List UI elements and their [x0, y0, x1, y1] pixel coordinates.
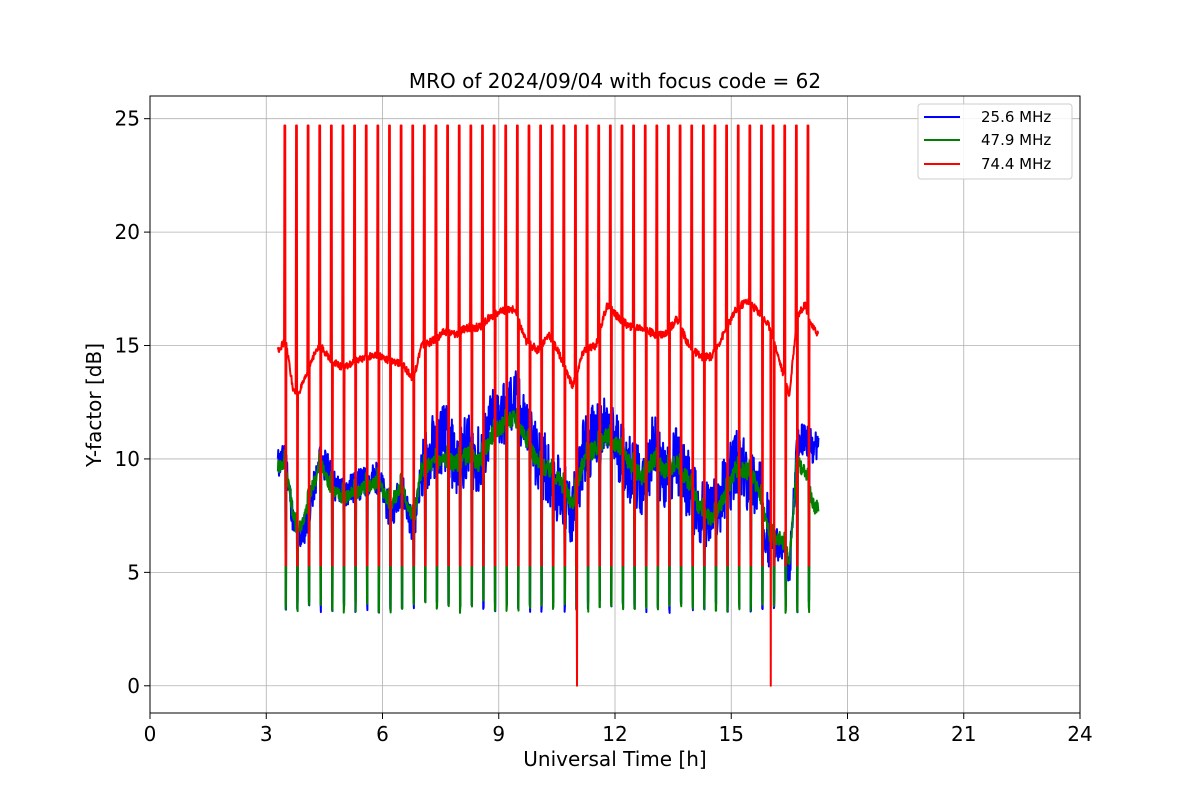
x-tick-label: 18: [835, 722, 860, 746]
y-tick-label: 10: [115, 447, 140, 471]
x-tick-label: 9: [492, 722, 505, 746]
x-tick-label: 3: [260, 722, 273, 746]
y-tick-label: 5: [127, 560, 140, 584]
x-tick-label: 12: [602, 722, 627, 746]
y-tick-label: 15: [115, 334, 140, 358]
x-axis-label: Universal Time [h]: [523, 747, 706, 771]
legend-label-25-6: 25.6 MHz: [981, 108, 1051, 126]
y-tick-label: 20: [115, 220, 140, 244]
chart-title: MRO of 2024/09/04 with focus code = 62: [409, 69, 821, 93]
x-tick-label: 24: [1067, 722, 1092, 746]
series-layer: [276, 124, 820, 687]
legend-box: [917, 103, 1073, 180]
legend-label-74-4: 74.4 MHz: [981, 155, 1051, 173]
x-tick-label: 15: [719, 722, 744, 746]
y-tick-label: 25: [115, 107, 140, 131]
ticks: 0 3 6 9 12 15 18 21 24 0 5 10 15 20 25: [115, 107, 1093, 746]
x-tick-label: 6: [376, 722, 389, 746]
legend-label-47-9: 47.9 MHz: [981, 131, 1051, 149]
legend: 25.6 MHz 47.9 MHz 74.4 MHz: [917, 103, 1073, 180]
y-tick-label: 0: [127, 674, 140, 698]
series-line-74-4-mhz: [276, 124, 820, 687]
x-tick-label: 21: [951, 722, 976, 746]
y-axis-label: Y-factor [dB]: [82, 343, 106, 468]
x-tick-label: 0: [144, 722, 157, 746]
